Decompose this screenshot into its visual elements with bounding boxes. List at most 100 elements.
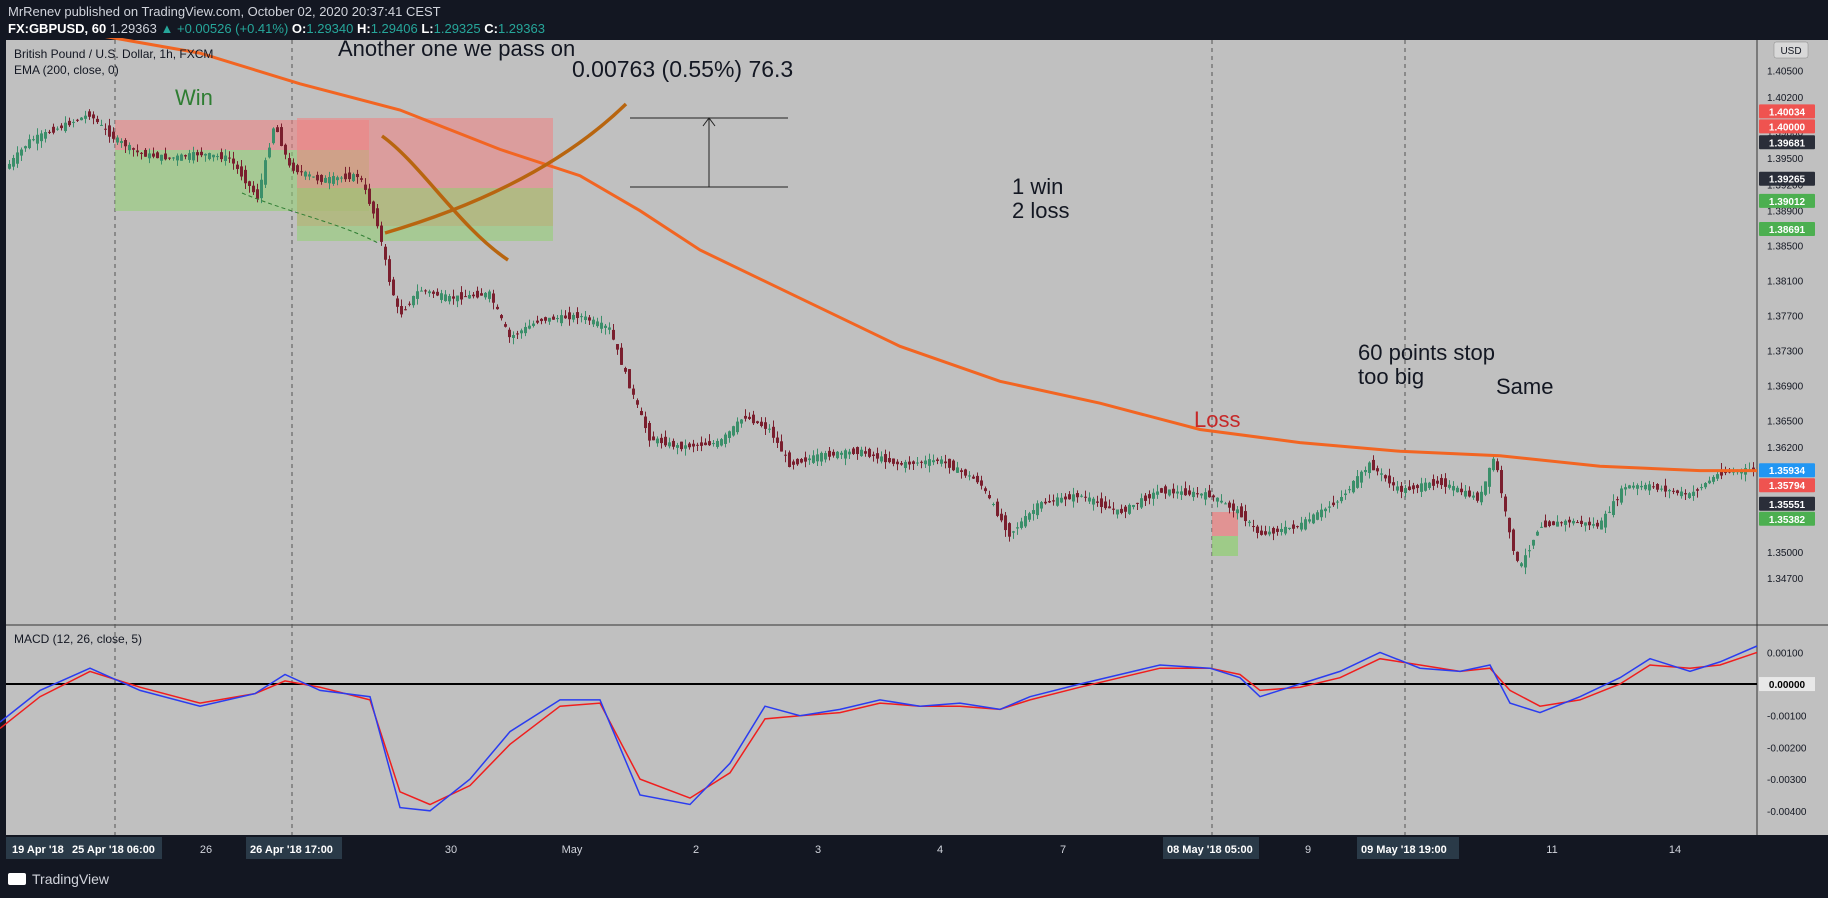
candle-body: [1712, 476, 1715, 482]
candle-body: [1228, 502, 1231, 508]
loss-annotation: Loss: [1194, 407, 1240, 432]
candle-body: [48, 131, 51, 133]
publisher-line: MrRenev published on TradingView.com, Oc…: [8, 4, 441, 19]
candle-body: [1520, 563, 1523, 567]
candle-body: [592, 319, 595, 325]
candle-body: [1704, 483, 1707, 488]
candle-body: [644, 416, 647, 429]
time-tick-label: 7: [1060, 844, 1066, 856]
candle-body: [1188, 490, 1191, 495]
candle-body: [604, 325, 607, 328]
candle-body: [60, 125, 63, 129]
candle-body: [1656, 484, 1659, 490]
candle-body: [404, 309, 407, 311]
candle-body: [1360, 471, 1363, 483]
symbol[interactable]: FX:GBPUSD, 60: [8, 21, 107, 36]
candle-body: [1072, 494, 1075, 502]
candle-body: [276, 127, 279, 133]
candle-body: [816, 454, 819, 462]
candle-body: [364, 184, 367, 190]
candle-body: [244, 169, 247, 184]
candle-body: [1020, 521, 1023, 528]
candle-body: [1196, 493, 1199, 495]
candle-body: [856, 447, 859, 455]
candle-body: [992, 503, 995, 505]
candle-body: [948, 458, 951, 468]
candle-body: [1660, 488, 1663, 490]
candle-body: [1104, 501, 1107, 509]
candle-body: [296, 165, 299, 173]
candle-body: [208, 153, 211, 160]
candle-body: [796, 458, 799, 465]
candle-body: [1572, 520, 1575, 524]
candle-body: [248, 181, 251, 186]
candle-body: [160, 154, 163, 161]
candle-body: [1548, 521, 1551, 527]
currency-badge[interactable]: [1773, 41, 1809, 59]
candle-body: [1424, 482, 1427, 491]
low-value: 1.29325: [433, 21, 481, 36]
candle-body: [20, 149, 23, 156]
candle-body: [1364, 469, 1367, 473]
candle-body: [36, 134, 39, 144]
candle-body: [1288, 527, 1291, 529]
time-tick-label: May: [562, 844, 583, 856]
candle-body: [712, 443, 715, 445]
candle-body: [452, 296, 455, 299]
chart-canvas[interactable]: British Pound / U.S. Dollar, 1h, FXCM EM…: [0, 38, 1828, 861]
candle-body: [1580, 520, 1583, 524]
candle-body: [232, 158, 235, 164]
candle-body: [1248, 521, 1251, 523]
candle-body: [724, 434, 727, 444]
candle-body: [1160, 488, 1163, 493]
candle-body: [1320, 509, 1323, 518]
candle-body: [1336, 501, 1339, 503]
candle-body: [888, 458, 891, 463]
candle-body: [1236, 509, 1239, 514]
price-tick-label: 1.40200: [1767, 93, 1804, 104]
candle-body: [1568, 519, 1571, 523]
candle-body: [272, 128, 275, 144]
candle-body: [884, 454, 887, 463]
tradingview-brand: TradingView: [32, 871, 110, 887]
candle-body: [336, 177, 339, 181]
candle-body: [1532, 539, 1535, 546]
price-badge-label: 1.35551: [1769, 500, 1806, 511]
macd-legend[interactable]: MACD (12, 26, close, 5): [14, 632, 142, 646]
candle-body: [904, 461, 907, 469]
low-label: L:: [421, 21, 434, 36]
candle-body: [1264, 531, 1267, 535]
candle-body: [1700, 487, 1703, 489]
candle-body: [468, 294, 471, 299]
candle-body: [440, 293, 443, 300]
candle-body: [1368, 462, 1371, 474]
candle-body: [280, 127, 283, 146]
candle-body: [1256, 526, 1259, 533]
candle-body: [200, 151, 203, 156]
candle-body: [692, 443, 695, 447]
candle-body: [736, 421, 739, 433]
candle-body: [704, 442, 707, 446]
candle-body: [1408, 486, 1411, 490]
candle-body: [304, 171, 307, 177]
candle-body: [1708, 480, 1711, 484]
symbol-legend[interactable]: British Pound / U.S. Dollar, 1h, FXCM: [14, 47, 213, 61]
candle-body: [1148, 494, 1151, 499]
price-badges: 1.40034 1.40000 1.39681 1.39265 1.39012 1.386…: [1759, 104, 1815, 526]
candle-body: [1716, 474, 1719, 479]
candle-body: [628, 369, 631, 389]
candle-body: [500, 315, 503, 319]
candle-body: [1676, 490, 1679, 494]
candle-body: [1220, 500, 1223, 503]
candle-body: [956, 467, 959, 473]
candle-body: [1468, 490, 1471, 497]
candle-body: [1244, 511, 1247, 522]
tradingview-logo[interactable]: TradingView: [8, 871, 109, 887]
candle-body: [708, 441, 711, 446]
time-tick-label: 26: [200, 844, 212, 856]
candle-body: [848, 451, 851, 455]
candle-body: [784, 454, 787, 456]
ema-legend[interactable]: EMA (200, close, 0): [14, 63, 119, 77]
candle-body: [1584, 522, 1587, 526]
candle-body: [656, 438, 659, 444]
